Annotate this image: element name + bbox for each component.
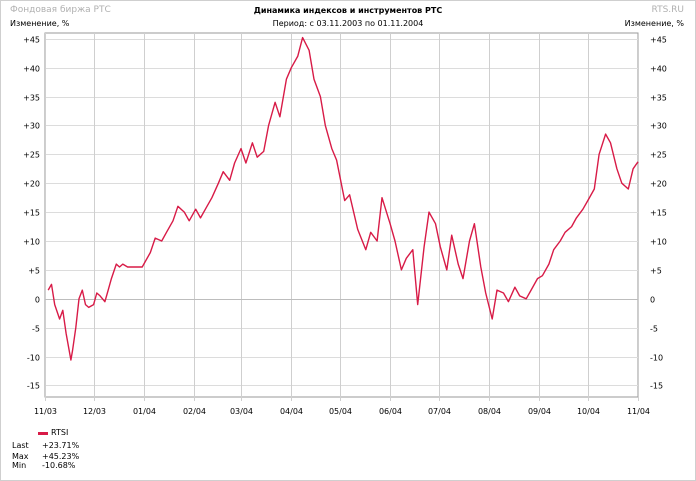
x-tick-label: 05/04: [329, 407, 352, 416]
x-tick-label: 10/04: [577, 407, 600, 416]
y-tick-label-right: +40: [650, 65, 667, 74]
y-tick-label-right: +25: [650, 151, 667, 160]
y-tick-label-left: +15: [23, 209, 40, 218]
y-tick-label-right: +5: [650, 267, 662, 276]
y-tick-label-left: +25: [23, 151, 40, 160]
x-tick-label: 03/04: [230, 407, 253, 416]
y-tick-label-left: +40: [23, 65, 40, 74]
y-tick-label-right: -15: [650, 382, 663, 391]
legend-label-rtsi: RTSI: [51, 428, 69, 437]
legend-swatch-rtsi: [38, 432, 48, 435]
stat-min: Min -10.68%: [12, 461, 75, 470]
y-tick-label-right: -5: [650, 325, 658, 334]
y-tick-label-right: +45: [650, 36, 667, 45]
x-tick-label: 07/04: [428, 407, 451, 416]
y-tick-label-left: +10: [23, 238, 40, 247]
stat-max-value: +45.23%: [42, 452, 80, 461]
y-tick-label-left: -10: [27, 354, 40, 363]
x-tick-label: 06/04: [379, 407, 402, 416]
y-tick-label-left: +35: [23, 94, 40, 103]
chart-subtitle: Период: с 03.11.2003 по 01.11.2004: [272, 19, 424, 28]
x-tick-label: 02/04: [183, 407, 206, 416]
stat-max: Max +45.23%: [12, 452, 79, 461]
site-link[interactable]: RTS.RU: [651, 5, 684, 15]
y-tick-label-right: +30: [650, 122, 667, 131]
stat-last: Last +23.71%: [12, 441, 79, 450]
y-tick-label-left: +5: [28, 267, 40, 276]
x-tick-label: 08/04: [478, 407, 501, 416]
y-tick-label-left: -15: [27, 382, 40, 391]
exchange-brand: Фондовая биржа РТС: [10, 5, 111, 15]
y-tick-label-left: 0: [35, 296, 40, 305]
y-tick-label-left: +45: [23, 36, 40, 45]
y-tick-label-right: +20: [650, 180, 667, 189]
y-tick-label-right: -10: [650, 354, 663, 363]
stat-max-label: Max: [12, 452, 29, 461]
plot-area: [44, 32, 639, 398]
y-tick-label-right: 0: [650, 296, 655, 305]
stat-min-label: Min: [12, 461, 27, 470]
stat-min-value: -10.68%: [42, 461, 76, 470]
x-tick-label: 04/04: [280, 407, 303, 416]
y-tick-label-left: +20: [23, 180, 40, 189]
y-tick-label-left: -5: [32, 325, 40, 334]
x-tick-label: 01/04: [133, 407, 156, 416]
y-tick-label-left: +30: [23, 122, 40, 131]
y-axis-unit-right: Изменение, %: [624, 19, 684, 28]
series-line-rtsi: [47, 36, 639, 361]
y-tick-label-right: +15: [650, 209, 667, 218]
y-axis-unit-left: Изменение, %: [10, 19, 70, 28]
y-tick-label-right: +35: [650, 94, 667, 103]
x-tick-label: 09/04: [528, 407, 551, 416]
x-tick-label: 12/03: [83, 407, 106, 416]
chart-title: Динамика индексов и инструментов РТС: [253, 6, 443, 15]
x-tick-label: 11/03: [34, 407, 57, 416]
y-tick-label-right: +10: [650, 238, 667, 247]
stat-last-label: Last: [12, 441, 29, 450]
x-tick-label: 11/04: [627, 407, 650, 416]
stat-last-value: +23.71%: [42, 441, 80, 450]
